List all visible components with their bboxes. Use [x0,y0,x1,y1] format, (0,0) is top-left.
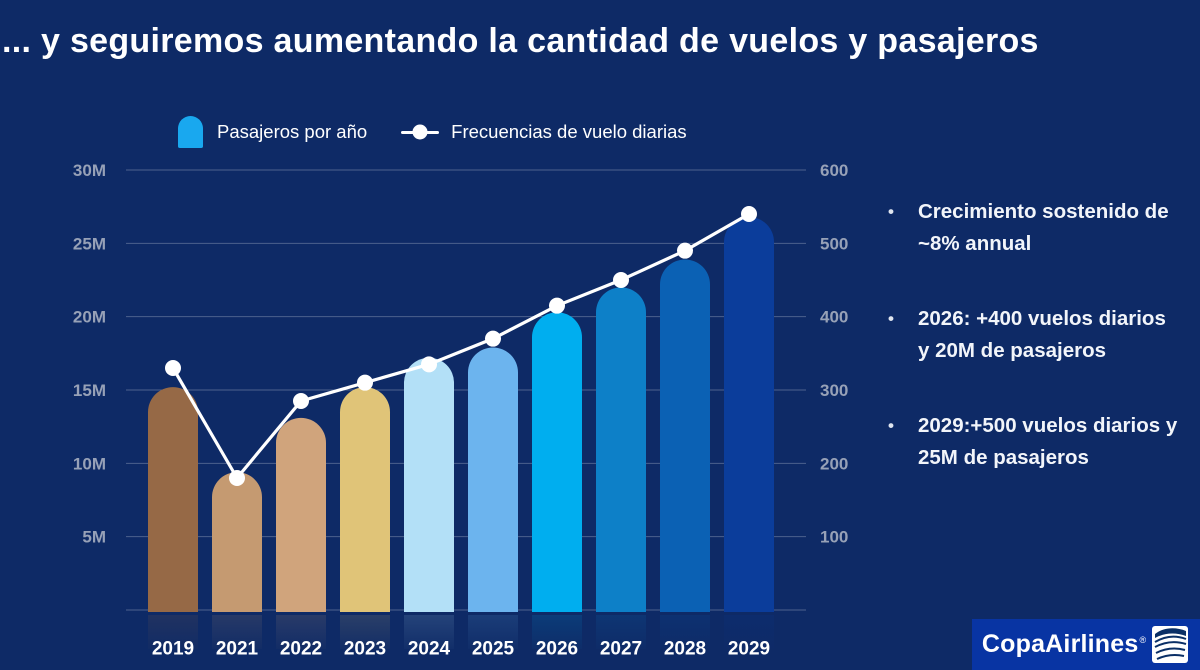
list-item: • 2029:+500 vuelos diarios y 25M de pasa… [888,410,1180,475]
frequency-line-dots [165,206,757,486]
page-title: ... y seguiremos aumentando la cantidad … [2,22,1039,60]
left-tick-label: 5M [82,528,106,547]
left-tick-label: 20M [73,308,106,327]
right-tick-label: 600 [820,161,848,180]
legend-item-pasajeros: Pasajeros por año [178,116,367,148]
line-point-2029 [741,206,757,222]
left-tick-label: 15M [73,381,106,400]
line-point-2019 [165,360,181,376]
bullet-text-growth: Crecimiento sostenido de ~8% annual [918,200,1169,256]
right-tick-label: 100 [820,528,848,547]
line-point-2024 [421,356,437,373]
x-label-2024: 2024 [408,639,451,660]
x-label-2028: 2028 [664,639,706,660]
line-point-2025 [485,330,501,347]
left-tick-label: 30M [73,161,106,180]
bar-2022 [276,417,326,612]
chart-legend: Pasajeros por año Frecuencias de vuelo d… [178,116,687,148]
x-label-2023: 2023 [344,639,386,660]
bar-2024 [404,357,454,612]
bar-2023 [340,387,390,612]
x-axis-labels: 2019 2021 2022 2023 2024 2025 2026 2027 2028 2029 [152,639,770,660]
left-axis-labels: 5M 10M 15M 20M 25M 30M [73,161,106,547]
list-item: • Crecimiento sostenido de ~8% annual [888,196,1180,261]
x-label-2027: 2027 [600,639,642,660]
bar-2027 [596,287,646,612]
line-point-2026 [549,297,565,314]
bar-series [148,216,774,612]
bar-2029 [724,216,774,612]
line-point-2027 [613,272,629,288]
bar-2019 [148,387,198,612]
left-tick-label: 10M [73,454,106,473]
x-label-2025: 2025 [472,639,515,660]
x-label-2021: 2021 [216,639,259,660]
frequency-line [171,212,750,481]
x-label-2026: 2026 [536,639,578,660]
line-marker-icon [401,124,440,140]
copa-airlines-logo: CopaAirlines ® [972,619,1200,670]
copa-wave-flag-icon [1152,625,1189,663]
left-tick-label: 25M [73,234,106,253]
list-item: • 2026: +400 vuelos diarios y 20M de pas… [888,303,1180,368]
legend-label-frecuencias: Frecuencias de vuelo diarias [451,121,687,142]
legend-label-pasajeros: Pasajeros por año [217,121,368,142]
bar-2026 [532,312,582,612]
x-label-2022: 2022 [280,639,322,660]
x-label-2029: 2029 [728,639,770,660]
bar-2025 [467,347,518,612]
bullet-text-2026: 2026: +400 vuelos diarios y 20M de pasaj… [918,306,1166,363]
right-tick-label: 400 [820,308,848,327]
x-label-2019: 2019 [152,639,194,660]
logo-wordmark: CopaAirlines [981,630,1139,658]
bar-2021 [211,472,262,612]
right-tick-label: 200 [820,454,848,473]
bullet-icon: • [888,202,894,221]
key-points-list: • Crecimiento sostenido de ~8% annual • … [888,196,1180,516]
line-dot-icon [412,124,428,140]
line-point-2022 [293,393,309,409]
bar-2028 [660,259,710,612]
registered-mark: ® [1139,634,1147,645]
legend-item-frecuencias: Frecuencias de vuelo diarias [401,121,687,143]
bullet-icon: • [888,415,894,435]
bar-swatch-icon [178,116,203,148]
right-tick-label: 300 [820,381,848,400]
bullet-text-2029: 2029:+500 vuelos diarios y 25M de pasaje… [918,413,1178,469]
line-point-2028 [677,242,693,259]
bullet-icon: • [888,308,894,328]
bar-reflections [116,614,826,656]
line-point-2021 [229,470,245,486]
right-axis-labels: 100 200 300 400 500 600 [820,161,848,547]
line-point-2023 [357,374,373,391]
right-tick-label: 500 [820,234,848,253]
